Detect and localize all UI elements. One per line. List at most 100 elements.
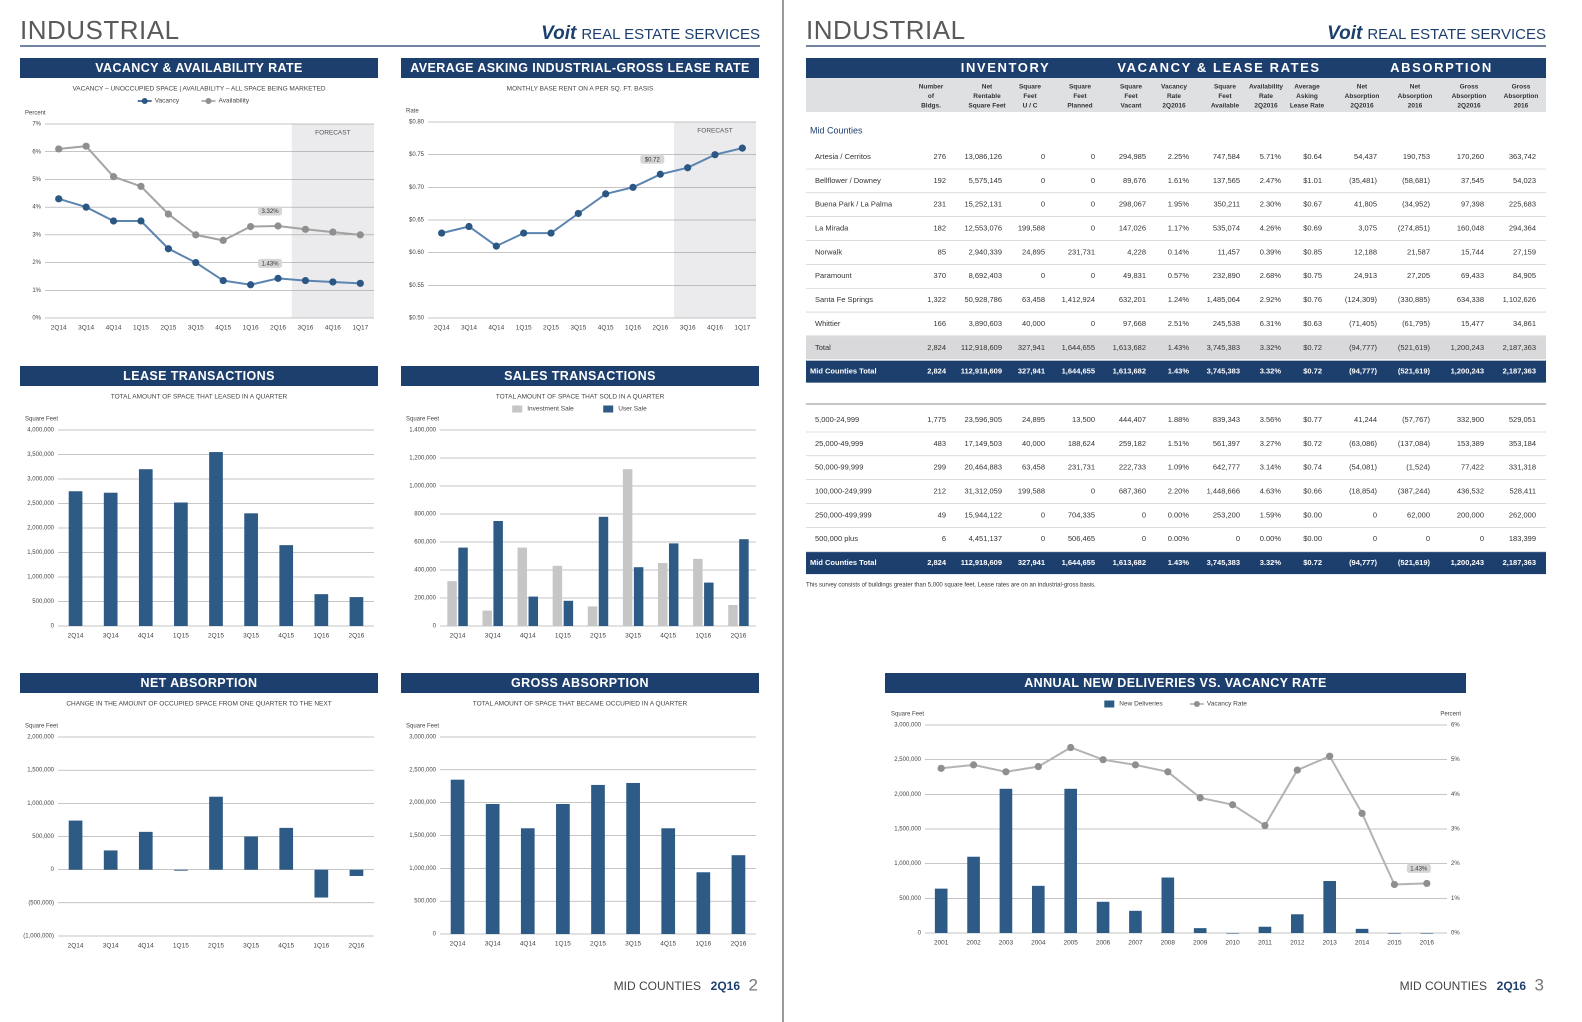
table-cell: 0.57%: [1168, 271, 1190, 280]
table-cell: (57,767): [1402, 415, 1430, 424]
x-tick-label: 4Q14: [520, 941, 536, 948]
column-header: Feet: [1023, 93, 1037, 100]
column-header: U / C: [1023, 103, 1038, 110]
table-cell: 225,683: [1509, 200, 1536, 209]
table-note: This survey consists of buildings greate…: [806, 583, 1096, 589]
table-cell: 436,532: [1457, 487, 1484, 496]
section-title: Mid Counties: [810, 125, 863, 135]
y-tick-label: 200,000: [414, 596, 436, 602]
table-cell: 0: [1091, 487, 1095, 496]
table-cell: 160,048: [1457, 224, 1484, 233]
column-header: 2Q2016: [1162, 103, 1186, 110]
line-marker: [274, 274, 282, 282]
table-cell: 232,890: [1213, 271, 1240, 280]
line-marker: [1067, 743, 1075, 752]
table-cell: 2,824: [927, 343, 946, 352]
table-cell: (137,084): [1398, 439, 1431, 448]
y2-axis-label: Percent: [1440, 712, 1461, 718]
x-tick-label: 3Q14: [103, 943, 119, 950]
bar: [552, 565, 563, 626]
x-tick-label: 3Q14: [485, 941, 501, 948]
chart-title: AVERAGE ASKING INDUSTRIAL-GROSS LEASE RA…: [410, 61, 750, 75]
table-cell: 0: [1091, 152, 1095, 161]
line-marker: [1164, 768, 1172, 776]
x-tick-label: 2008: [1161, 940, 1176, 947]
y-tick-label: 500,000: [32, 834, 54, 840]
bar: [517, 547, 528, 626]
column-header: Rate: [1259, 93, 1273, 100]
chart-title: ANNUAL NEW DELIVERIES VS. VACANCY RATE: [1024, 676, 1327, 690]
chart-title-bar: [20, 673, 378, 693]
y-axis-label: Square Feet: [891, 712, 924, 718]
bar: [622, 469, 633, 626]
table-cell: 1,613,682: [1113, 343, 1146, 352]
bar: [138, 831, 153, 870]
line-marker: [109, 173, 118, 181]
table-cell: 0: [1142, 534, 1146, 543]
table-cell: 54,437: [1354, 152, 1377, 161]
data-label: 3.32%: [262, 209, 280, 215]
table-cell: 370: [933, 271, 946, 280]
y-tick-label: 7%: [32, 122, 41, 128]
x-tick-label: 4Q14: [138, 943, 154, 950]
x-tick-label: 2Q16: [652, 325, 668, 332]
table-cell: 63,458: [1022, 463, 1045, 472]
y2-tick-label: 2%: [1451, 861, 1460, 867]
line-marker: [1131, 761, 1140, 769]
chart-title-bar: [20, 366, 378, 386]
table-cell: 166: [933, 319, 946, 328]
y2-tick-label: 6%: [1451, 723, 1460, 729]
x-tick-label: 1Q16: [695, 941, 711, 948]
row-label: 50,000-99,999: [815, 463, 863, 472]
table-cell: 3.32%: [1260, 367, 1282, 376]
table-cell: 3,745,383: [1207, 343, 1240, 352]
table-cell: $0.76: [1303, 295, 1322, 304]
x-tick-label: 4Q15: [278, 943, 294, 950]
table-cell: 1,613,682: [1113, 558, 1146, 567]
bar: [1226, 933, 1239, 934]
table-cell: 3,890,603: [969, 319, 1002, 328]
brand-name: Voit: [1327, 23, 1363, 44]
bar: [68, 491, 83, 626]
table-cell: 2,187,363: [1503, 558, 1536, 567]
row-label: 250,000-499,999: [815, 510, 872, 519]
y-tick-label: 0: [51, 867, 55, 873]
table-cell: $0.77: [1303, 415, 1322, 424]
bar: [458, 547, 468, 626]
table-cell: 5,575,145: [969, 176, 1002, 185]
chart-title: LEASE TRANSACTIONS: [123, 369, 275, 383]
x-tick-label: 2016: [1420, 940, 1435, 947]
legend-label: Investment Sale: [527, 406, 574, 413]
bar: [68, 820, 83, 870]
table-cell: 704,335: [1068, 510, 1095, 519]
table-cell: 190,753: [1403, 152, 1430, 161]
bar: [1031, 885, 1045, 933]
table-cell: 1,644,655: [1062, 558, 1095, 567]
column-header: Lease Rate: [1290, 103, 1325, 110]
table-cell: 188,624: [1068, 439, 1095, 448]
table-cell: 182: [933, 224, 946, 233]
x-tick-label: 1Q15: [555, 941, 571, 948]
x-tick-label: 2Q14: [450, 941, 466, 948]
table-cell: 0.14%: [1168, 247, 1190, 256]
table-cell: 31,312,059: [964, 487, 1002, 496]
table-cell: 294,364: [1509, 224, 1536, 233]
x-tick-label: 2Q16: [348, 633, 364, 640]
x-tick-label: 3Q14: [78, 325, 94, 332]
table-cell: 0.00%: [1260, 534, 1282, 543]
y-tick-label: 1,500,000: [409, 833, 436, 839]
table-cell: 444,407: [1119, 415, 1146, 424]
x-tick-label: 3Q14: [461, 325, 477, 332]
table-cell: 1.59%: [1260, 510, 1282, 519]
forecast-label: FORECAST: [697, 128, 732, 135]
line-marker: [82, 203, 90, 211]
bar: [174, 502, 188, 626]
table-cell: 2.25%: [1168, 152, 1190, 161]
table-cell: 0.39%: [1260, 247, 1282, 256]
table-cell: 298,067: [1119, 200, 1146, 209]
table-cell: 506,465: [1068, 534, 1095, 543]
y-tick-label: $0.55: [409, 283, 425, 289]
y-tick-label: 0: [433, 932, 437, 938]
y-tick-label: 4%: [32, 205, 41, 211]
table-cell: 222,733: [1119, 463, 1146, 472]
